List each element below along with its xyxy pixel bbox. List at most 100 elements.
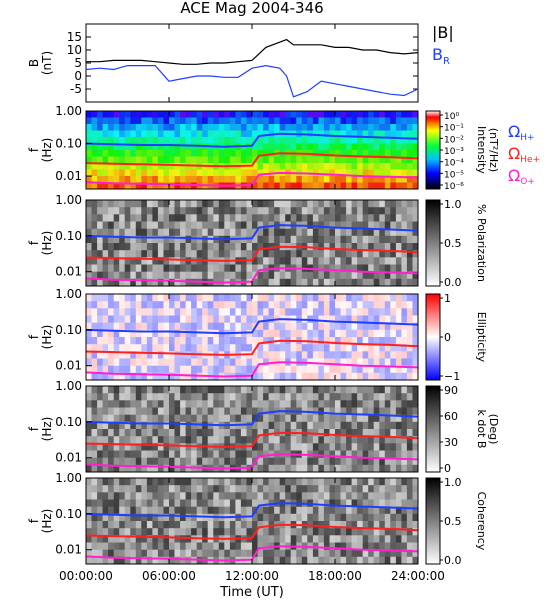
colorbar-tick-label: 0.0 xyxy=(444,554,462,567)
gyro-line-Hplus xyxy=(85,410,419,427)
colorbar-tick-label: 0.0 xyxy=(444,276,462,289)
colorbar-tick-label: 60 xyxy=(444,410,458,423)
y-tick-label: 0.10 xyxy=(55,507,82,521)
colorbar-tick-label: 10⁻² xyxy=(444,135,464,145)
spectrogram-image xyxy=(86,111,419,190)
gyro-line-Oplus xyxy=(85,267,419,284)
y-tick-label: 0 xyxy=(74,69,82,83)
y-axis-label: (Hz) xyxy=(40,325,54,350)
y-axis-label: B xyxy=(27,59,41,67)
gyro-line-Heplus xyxy=(85,523,419,540)
gyro-line-Heplus xyxy=(85,431,419,448)
y-axis-label: (Hz) xyxy=(40,509,54,534)
x-axis-label: Time (UT) xyxy=(219,585,284,600)
gyro-line-Hplus xyxy=(85,502,419,519)
colorbar xyxy=(425,110,441,190)
colorbar-tick-label: 0 xyxy=(444,462,451,475)
colorbar-label: Coherency xyxy=(475,492,488,551)
colorbar-tick-label: 10⁻⁶ xyxy=(444,182,464,192)
y-tick-label: 1.00 xyxy=(55,193,82,207)
legend-entry-1: BR xyxy=(432,45,450,67)
colorbar-tick-label: 10⁻³ xyxy=(444,147,464,157)
legend-entry-2: ΩO+ xyxy=(508,166,535,187)
y-tick-label: 0.10 xyxy=(55,137,82,151)
y-axis-label: f xyxy=(27,240,41,245)
x-tick-label: 18:00:00 xyxy=(308,569,362,583)
colorbar-tick-label: 1.0 xyxy=(444,476,462,489)
y-axis-label: f xyxy=(27,334,41,339)
y-tick-label: 1.00 xyxy=(55,104,82,118)
gyro-line-Hplus xyxy=(85,224,419,241)
colorbar-tick-label: 0 xyxy=(444,331,451,344)
x-tick-label: 06:00:00 xyxy=(142,569,196,583)
y-tick-label: 0.10 xyxy=(55,229,82,243)
series-line-1 xyxy=(85,64,419,98)
spectrogram-image xyxy=(86,386,419,473)
colorbar xyxy=(425,385,441,473)
y-tick-label: 1.00 xyxy=(55,471,82,485)
colorbar-tick-label: 10⁻⁴ xyxy=(444,159,464,169)
spectrogram-image xyxy=(86,478,419,565)
panel-spectrogram-polarization: 1.00 0.10 0.01 1.0 0.5 0.0 % Polarization f (Hz) xyxy=(27,193,488,289)
spectrogram-image xyxy=(86,200,419,287)
panel-spectrogram-kdotb: 1.00 0.10 0.01 90 60 30 0 k dot B (Deg) f (Hz) xyxy=(27,379,500,475)
colorbar-tick-label: 1.0 xyxy=(444,198,462,211)
colorbar-label: % Polarization xyxy=(475,204,488,282)
gyro-line-Oplus xyxy=(85,361,419,378)
gyro-line-Heplus xyxy=(85,245,419,262)
spectrogram-image xyxy=(86,294,419,381)
y-tick-label: 10 xyxy=(67,43,82,57)
y-axis-label: (Hz) xyxy=(40,231,54,256)
legend-subscript: H+ xyxy=(520,133,534,143)
y-tick-label: 0.01 xyxy=(55,451,82,465)
panel-spectrogram-coherency: 1.00 0.10 0.01 1.0 0.5 0.0 Coherency f (Hz) xyxy=(27,471,488,567)
colorbar xyxy=(425,477,441,565)
colorbar-tick-label: −1 xyxy=(444,370,460,383)
gyro-line-Hplus xyxy=(85,318,419,335)
gyro-line-Hplus xyxy=(85,132,419,148)
gyro-line-Heplus xyxy=(85,339,419,356)
colorbar-tick-label: 1 xyxy=(444,292,451,305)
gyro-line-Oplus xyxy=(85,171,419,187)
y-tick-label: 0.01 xyxy=(55,359,82,373)
legend-subscript: O+ xyxy=(520,177,535,187)
colorbar-tick-label: 10⁰ xyxy=(444,112,459,122)
legend-entry-1: ΩHe+ xyxy=(508,144,540,165)
y-axis-label: (Hz) xyxy=(40,138,54,163)
colorbar-tick-label: 0.5 xyxy=(444,515,462,528)
colorbar-tick-label: 30 xyxy=(444,436,458,449)
y-tick-label: 0.10 xyxy=(55,323,82,337)
panel-spectrogram-ellipticity: 1.00 0.10 0.01 1 0 −1 Ellipticity f (Hz) xyxy=(27,287,488,383)
legend-subscript: R xyxy=(443,56,450,67)
colorbar-tick-label: 90 xyxy=(444,384,458,397)
x-tick-label: 24:00:00 xyxy=(391,569,445,583)
colorbar-label: (nT²/Hz) xyxy=(487,128,500,172)
y-tick-label: 0.10 xyxy=(55,415,82,429)
x-tick-label: 12:00:00 xyxy=(225,569,279,583)
y-tick-label: 0.01 xyxy=(55,265,82,279)
y-axis-label: f xyxy=(27,147,41,152)
legend-entry-0: |B| xyxy=(432,23,454,42)
colorbar-tick-label: 0.5 xyxy=(444,237,462,250)
x-tick-label: 00:00:00 xyxy=(59,569,113,583)
legend-subscript: He+ xyxy=(520,155,540,165)
colorbar-label: Ellipticity xyxy=(475,312,488,363)
gyro-line-Heplus xyxy=(85,152,419,168)
y-axis-label: (Hz) xyxy=(40,417,54,442)
y-tick-label: 1.00 xyxy=(55,287,82,301)
panel-spectrogram-intensity: 1.00 0.10 0.01 10⁰ 10⁻¹10⁻² 10⁻³ 10⁻⁴10⁻⁵ 10⁻⁶ I… xyxy=(27,104,540,192)
chart-title: ACE Mag 2004-346 xyxy=(180,0,323,17)
y-tick-label: 0.01 xyxy=(55,169,82,183)
colorbar-tick-label: 10⁻¹ xyxy=(444,124,464,134)
gyro-line-Oplus xyxy=(85,545,419,562)
y-tick-label: 1.00 xyxy=(55,379,82,393)
gyro-line-Oplus xyxy=(85,453,419,470)
y-tick-label: 15 xyxy=(67,30,82,44)
series-line-0 xyxy=(86,38,419,65)
y-axis-label: f xyxy=(27,518,41,523)
colorbar xyxy=(425,199,441,287)
y-tick-label: -5 xyxy=(70,82,82,96)
